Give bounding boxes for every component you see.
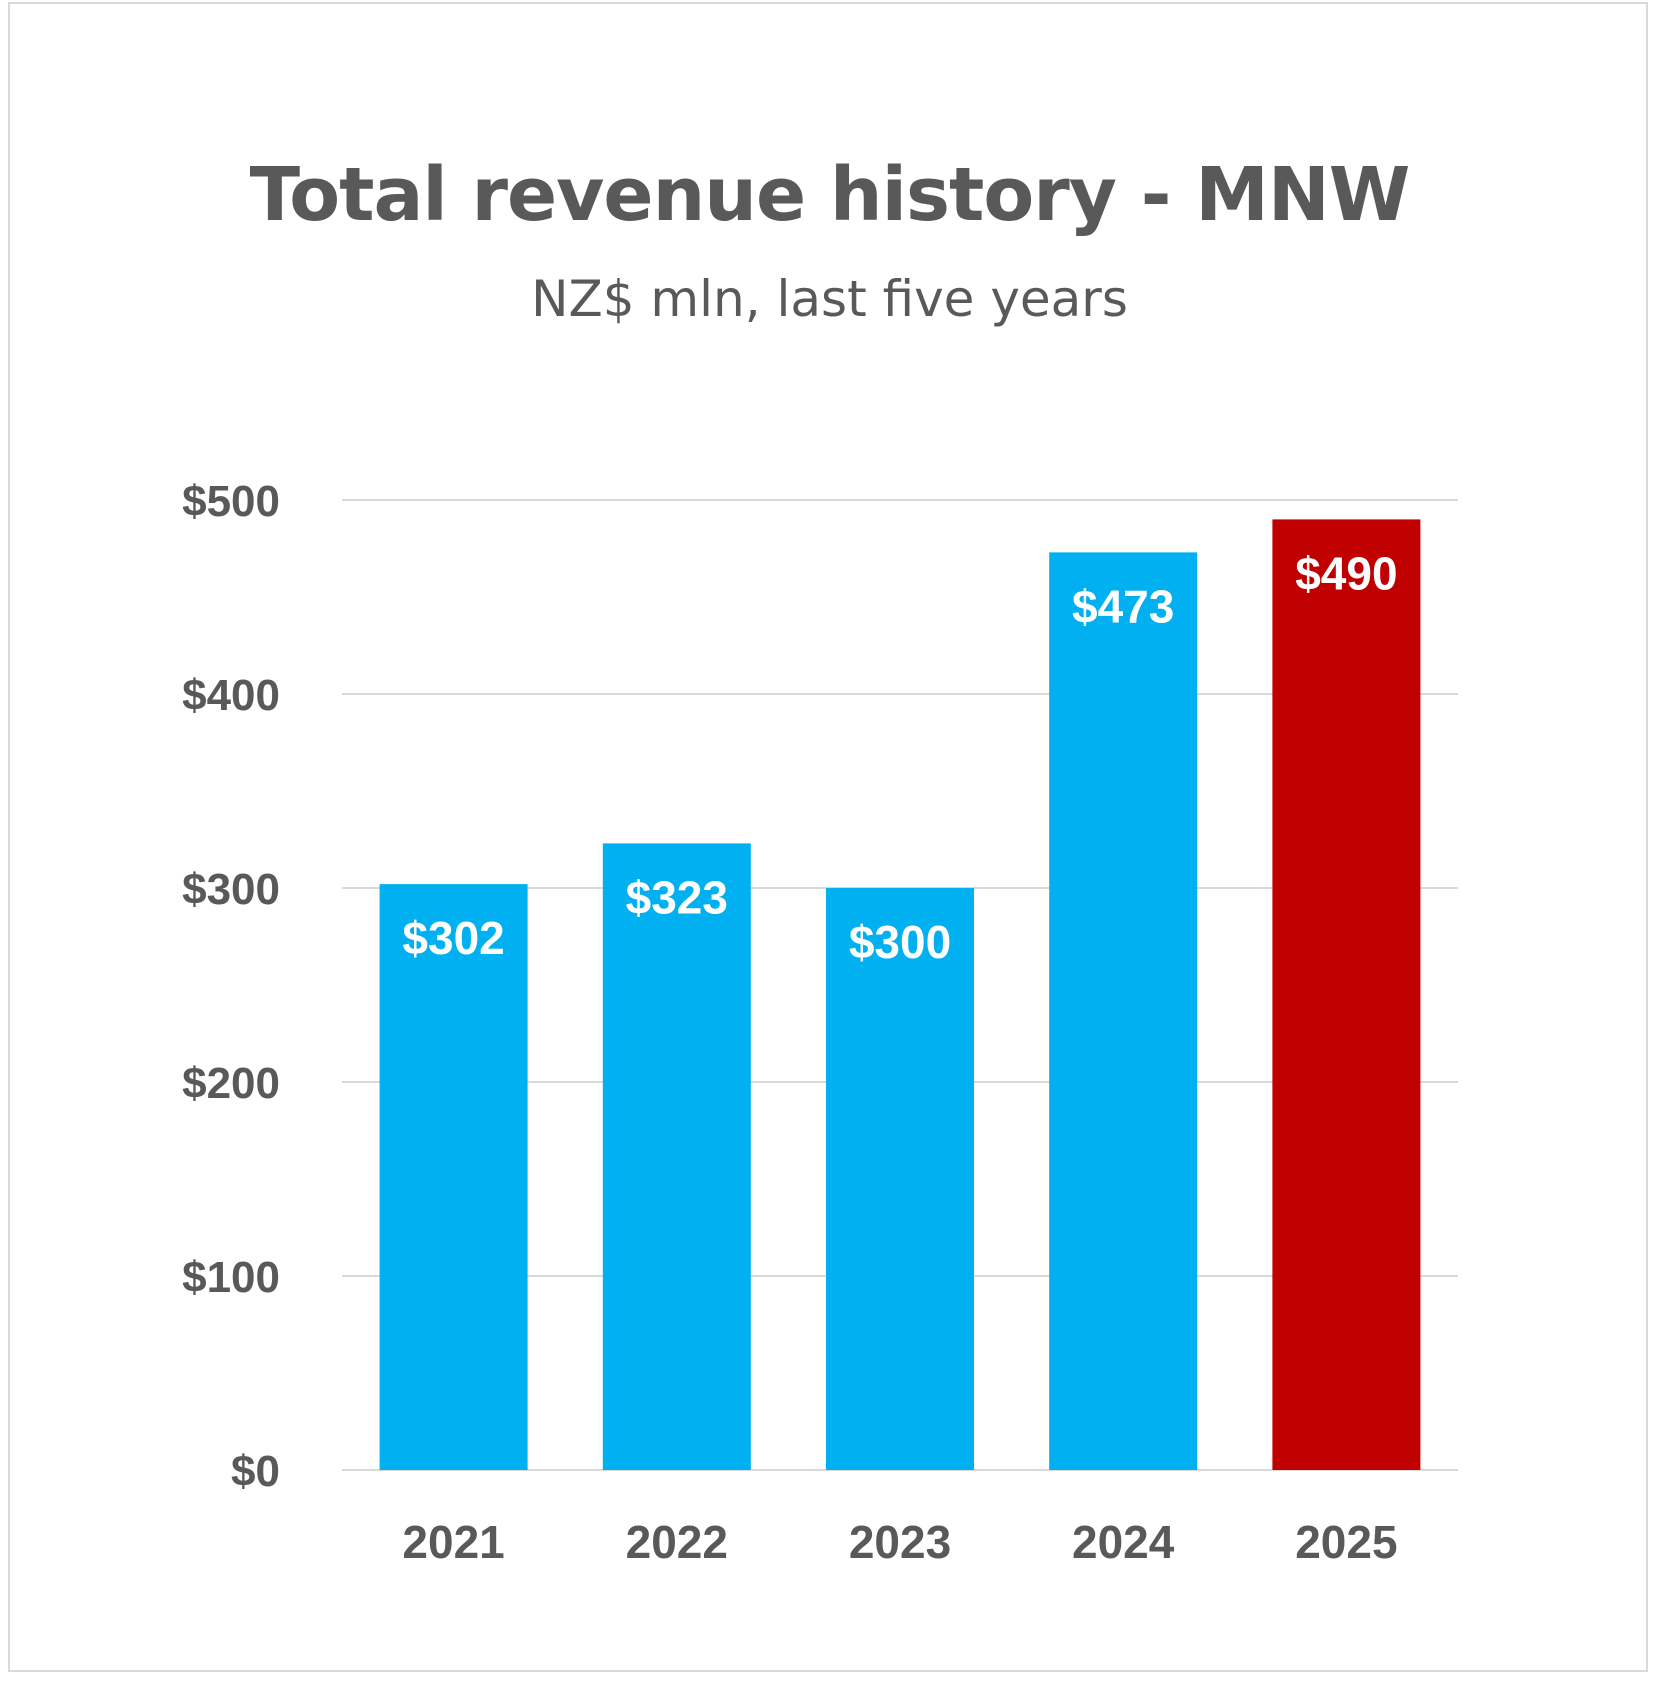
bars xyxy=(379,519,1421,1470)
bar-2021 xyxy=(379,884,528,1470)
y-tick-label: $200 xyxy=(182,1059,280,1108)
x-category-label: 2024 xyxy=(1072,1516,1175,1568)
y-tick-label: $0 xyxy=(231,1447,280,1496)
y-tick-label: $300 xyxy=(182,865,280,914)
data-label-2022: $323 xyxy=(626,871,728,923)
bar-2024 xyxy=(1049,552,1198,1470)
y-tick-label: $500 xyxy=(182,477,280,526)
chart-subtitle: NZ$ mln, last five years xyxy=(531,270,1128,328)
x-category-label: 2021 xyxy=(402,1516,504,1568)
data-label-2021: $302 xyxy=(402,912,504,964)
bar-2023 xyxy=(826,888,974,1470)
x-category-label: 2023 xyxy=(849,1516,951,1568)
bar-2025 xyxy=(1272,519,1421,1470)
y-tick-label: $400 xyxy=(182,671,280,720)
x-category-label: 2025 xyxy=(1295,1516,1397,1568)
chart-title: Total revenue history - MNW xyxy=(249,152,1411,238)
y-axis-tick-labels: $0 $100 $200 $300 $400 $500 xyxy=(182,477,280,1496)
bar-2022 xyxy=(602,843,751,1470)
y-tick-label: $100 xyxy=(182,1253,280,1302)
data-labels: $302 $323 $300 $473 $490 xyxy=(402,547,1397,968)
x-category-label: 2022 xyxy=(626,1516,728,1568)
data-label-2025: $490 xyxy=(1295,547,1397,599)
data-label-2023: $300 xyxy=(849,916,951,968)
data-label-2024: $473 xyxy=(1072,580,1174,632)
x-axis-category-labels: 2021 2022 2023 2024 2025 xyxy=(402,1516,1397,1568)
